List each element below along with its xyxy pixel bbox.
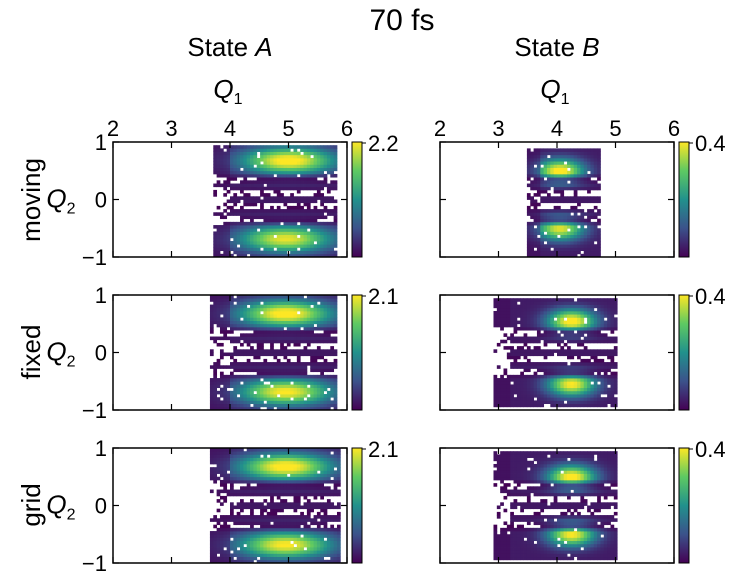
y-tick-label: −1 (82, 245, 107, 270)
heatmap-cells (526, 148, 601, 258)
x-tick-label: 2 (434, 116, 446, 141)
colorbar-max-label: 0.4 (695, 437, 726, 462)
heatmap-cells (493, 298, 618, 408)
x-tick-label: 4 (551, 116, 563, 141)
column-label-state-a: State A (187, 32, 272, 62)
column-label-state-b: State B (514, 32, 599, 62)
colorbar (351, 294, 363, 411)
x-tick-label: 6 (668, 116, 680, 141)
heatmap-cells (493, 451, 618, 561)
panel-b-grid: 0.4 (439, 437, 726, 564)
colorbar (351, 141, 363, 258)
panel-b-fixed: 0.4 (439, 284, 726, 411)
y-tick-label: 1 (95, 283, 107, 308)
row-label-fixed: fixed (16, 325, 46, 380)
y-axis-label: Q2 (46, 337, 75, 371)
row-label-moving: moving (16, 158, 46, 242)
x-axis-label-state-a: Q1 (213, 74, 242, 108)
panel-a-grid: 1 0 −1 Q2 2.1 (46, 436, 398, 574)
panel-b-moving: 2 3 4 5 6 0.4 (434, 116, 726, 258)
panel-a-fixed: 1 0 −1 Q2 2.1 (46, 283, 398, 423)
colorbar-max-label: 2.2 (368, 131, 399, 156)
x-tick-label: 4 (224, 116, 236, 141)
panel-a-moving: 2 3 4 5 6 1 0 −1 Q2 2.2 (46, 116, 398, 270)
x-tick-label: 5 (282, 116, 294, 141)
y-axis-label: Q2 (46, 490, 75, 524)
y-tick-label: 1 (95, 436, 107, 461)
colorbar-max-label: 2.1 (368, 284, 399, 309)
y-tick-label: 1 (95, 130, 107, 155)
y-tick-label: 0 (95, 188, 107, 213)
colorbar (678, 294, 690, 411)
x-tick-label: 3 (165, 116, 177, 141)
x-tick-label: 6 (341, 116, 353, 141)
heatmap-cells (209, 448, 341, 564)
y-tick-label: −1 (82, 398, 107, 423)
colorbar (678, 141, 690, 258)
x-tick-label: 3 (492, 116, 504, 141)
colorbar-max-label: 2.1 (368, 437, 399, 462)
x-tick-label: 5 (609, 116, 621, 141)
colorbar-max-label: 0.4 (695, 284, 726, 309)
panels-layer: 2 3 4 5 6 1 0 −1 Q2 2.2 2 3 4 5 6 0.4 1 0 −1 Q2 2.1 0.4 1 0 −1 Q2… (46, 116, 725, 574)
colorbar (351, 447, 363, 564)
x-tick-label: 2 (107, 116, 119, 141)
y-axis-label: Q2 (46, 184, 75, 218)
x-axis-label-state-b: Q1 (540, 74, 569, 108)
figure-title: 70 fs (369, 4, 434, 37)
colorbar-max-label: 0.4 (695, 131, 726, 156)
y-tick-label: 0 (95, 494, 107, 519)
y-tick-label: −1 (82, 551, 107, 574)
colorbar (678, 447, 690, 564)
row-label-grid: grid (16, 483, 46, 526)
y-tick-label: 0 (95, 341, 107, 366)
heatmap-cells (213, 145, 338, 258)
heatmap-cells (209, 295, 338, 411)
